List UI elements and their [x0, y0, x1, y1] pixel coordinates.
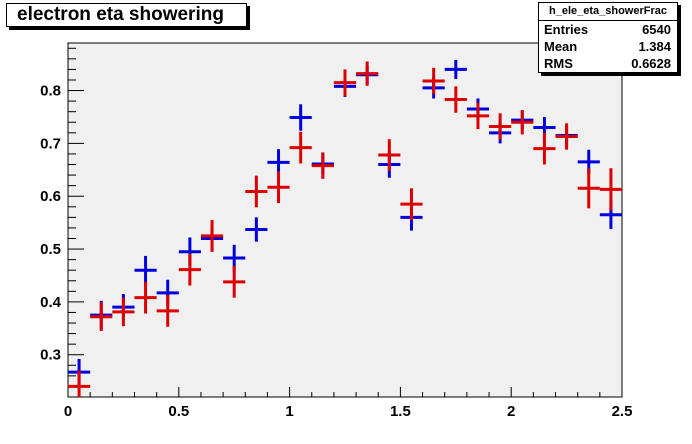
data-point — [466, 102, 490, 130]
data-point — [533, 132, 556, 165]
y-tick-label: 0.4 — [40, 294, 62, 311]
data-point — [267, 171, 290, 204]
y-tick-label: 0.6 — [40, 188, 61, 205]
data-point — [90, 302, 113, 331]
data-point — [400, 188, 423, 220]
data-point — [511, 110, 534, 135]
data-point — [267, 149, 290, 176]
stats-label: RMS — [544, 56, 573, 71]
data-point — [422, 67, 445, 95]
data-point — [444, 86, 467, 113]
data-point — [444, 59, 467, 79]
stats-value: 0.6628 — [631, 56, 671, 71]
stats-row-mean: Mean 1.384 — [539, 38, 677, 55]
series-1 — [68, 61, 622, 397]
x-tick-label: 2.5 — [612, 403, 633, 420]
data-point — [289, 131, 312, 164]
data-point — [156, 295, 179, 327]
stats-value: 1.384 — [638, 39, 671, 54]
data-point — [489, 113, 512, 140]
data-point — [68, 370, 91, 397]
stats-row-rms: RMS 0.6628 — [539, 55, 677, 72]
data-series — [68, 59, 622, 397]
data-point — [599, 168, 622, 211]
x-tick-label: 0.5 — [168, 403, 189, 420]
data-point — [134, 255, 157, 285]
data-point — [333, 69, 357, 96]
y-tick-label: 0.3 — [40, 347, 61, 364]
data-point — [356, 61, 379, 86]
y-tick-label: 0.7 — [40, 135, 61, 152]
chart-title: electron eta showering — [6, 3, 247, 27]
stats-value: 6540 — [642, 22, 671, 37]
data-point — [555, 123, 578, 150]
data-point — [112, 297, 135, 327]
y-tick-label: 0.5 — [40, 241, 61, 258]
x-tick-label: 2 — [507, 403, 515, 420]
x-tick-label: 1.5 — [390, 403, 411, 420]
data-point — [577, 168, 600, 209]
data-point — [378, 139, 401, 171]
data-point — [178, 253, 201, 286]
stats-histogram-name: h_ele_eta_showerFrac — [539, 3, 677, 21]
data-point — [311, 152, 334, 179]
plot-frame — [67, 42, 623, 398]
data-point — [223, 265, 246, 298]
x-tick-label: 0 — [64, 403, 72, 420]
stats-label: Mean — [544, 39, 578, 54]
stats-box: h_ele_eta_showerFrac Entries 6540 Mean 1… — [538, 2, 678, 73]
data-point — [200, 220, 224, 252]
data-point — [245, 175, 268, 208]
x-tick-label: 1 — [285, 403, 293, 420]
data-point — [134, 281, 157, 314]
stats-row-entries: Entries 6540 — [539, 21, 677, 38]
data-point — [245, 217, 268, 242]
data-point — [289, 104, 312, 131]
y-tick-label: 0.8 — [40, 83, 61, 100]
axis-tick-labels: 0 0.5 1 1.5 2 2.5 0.3 0.4 0.5 0.6 0.7 0.8 — [40, 83, 632, 420]
stats-label: Entries — [544, 22, 589, 37]
